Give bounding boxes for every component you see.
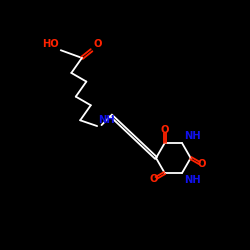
Text: O: O bbox=[197, 159, 206, 169]
Text: O: O bbox=[94, 39, 102, 49]
Text: NH: NH bbox=[184, 131, 200, 141]
Text: HO: HO bbox=[42, 39, 59, 49]
Text: NH: NH bbox=[98, 114, 115, 124]
Text: O: O bbox=[160, 126, 169, 136]
Text: O: O bbox=[150, 174, 158, 184]
Text: NH: NH bbox=[184, 175, 201, 185]
